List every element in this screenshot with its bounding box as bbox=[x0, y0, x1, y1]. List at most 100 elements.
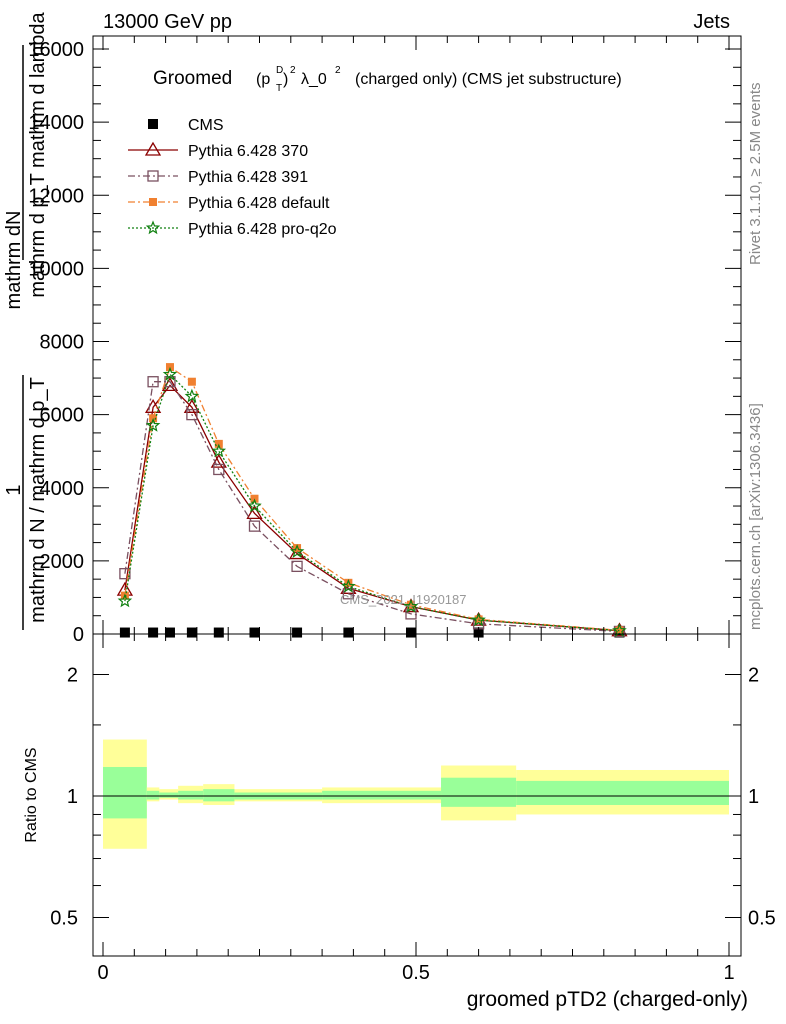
data-point bbox=[187, 377, 196, 386]
series-line bbox=[124, 366, 620, 631]
legend-label: Pythia 6.428 370 bbox=[188, 143, 308, 160]
data-point bbox=[186, 408, 198, 421]
title-prefix: Groomed bbox=[153, 68, 232, 89]
title-suffix: (charged only) (CMS jet substructure) bbox=[355, 71, 622, 88]
title-sup-d: D bbox=[276, 65, 283, 76]
main-y-axis-label: mathrm dN mathrm d p_T mathrm d lambda 1… bbox=[3, 11, 49, 630]
ratio-y-tick-label-right: 0.5 bbox=[748, 908, 776, 930]
ratio-band-inner bbox=[178, 790, 204, 800]
data-point bbox=[288, 545, 306, 560]
plot-title: Groomed (p D T ) 2 λ_0 2 (charged only) … bbox=[153, 65, 622, 94]
mcplots-label: mcplots.cern.ch [arXiv:1306.3436] bbox=[747, 403, 764, 630]
legend-entry: CMS bbox=[148, 117, 224, 134]
title-expr: (p bbox=[256, 71, 270, 88]
x-tick-label: 0 bbox=[97, 962, 108, 984]
y-tick-label: 14000 bbox=[28, 112, 84, 134]
legend-entry: Pythia 6.428 370 bbox=[128, 141, 308, 160]
legend: CMS Pythia 6.428 370 Pythia 6.428 391 Pythi… bbox=[128, 117, 337, 238]
ratio-band-inner bbox=[159, 792, 179, 798]
ratio-y-axis-label: Ratio to CMS bbox=[23, 747, 40, 842]
ratio-y-tick-label: 1 bbox=[67, 786, 78, 808]
title-close: ) bbox=[283, 71, 288, 88]
legend-entry: Pythia 6.428 391 bbox=[128, 169, 308, 186]
legend-label: CMS bbox=[188, 117, 224, 134]
data-point bbox=[248, 520, 261, 532]
data-point bbox=[147, 376, 159, 388]
data-point bbox=[213, 627, 224, 638]
x-tick-label: 0.5 bbox=[402, 962, 430, 984]
legend-entry: Pythia 6.428 default bbox=[128, 195, 330, 212]
series-cms bbox=[119, 627, 625, 638]
y-tick-label: 2000 bbox=[40, 551, 85, 573]
y-tick-label: 16000 bbox=[28, 39, 84, 61]
data-point bbox=[119, 568, 131, 580]
title-sub-t: T bbox=[276, 83, 282, 94]
legend-label: Pythia 6.428 default bbox=[188, 195, 330, 212]
title-lambda: λ_0 bbox=[301, 71, 327, 88]
data-point bbox=[343, 627, 354, 638]
ratio-y-tick-label-right: 2 bbox=[748, 665, 759, 687]
data-point bbox=[341, 578, 356, 593]
data-point bbox=[289, 544, 305, 558]
data-point bbox=[247, 498, 262, 513]
ratio-band-inner bbox=[322, 790, 442, 800]
data-point bbox=[344, 578, 353, 587]
data-point bbox=[148, 119, 158, 129]
ratio-y-tick-label: 0.5 bbox=[50, 908, 78, 930]
header-right: Jets bbox=[693, 11, 730, 33]
data-point bbox=[119, 627, 130, 638]
data-point bbox=[474, 615, 483, 624]
series-pythia-6-428-391 bbox=[119, 376, 626, 638]
title-sup-l2: 2 bbox=[335, 65, 341, 76]
ylabel-line2-num: 1 bbox=[3, 484, 25, 495]
data-point bbox=[162, 366, 178, 381]
legend-entry: Pythia 6.428 pro-q2o bbox=[128, 220, 337, 238]
data-point bbox=[293, 544, 302, 553]
x-axis-label: groomed pTD2 (charged-only) bbox=[467, 988, 748, 1011]
ratio-band-inner bbox=[103, 766, 147, 819]
ratio-plot-frame bbox=[92, 633, 742, 957]
ratio-band-inner bbox=[203, 789, 235, 802]
data-point bbox=[406, 600, 415, 609]
y-tick-label: 12000 bbox=[28, 185, 84, 207]
title-sup-2: 2 bbox=[290, 65, 296, 76]
data-point bbox=[183, 399, 201, 413]
data-point bbox=[612, 623, 627, 637]
data-point bbox=[145, 220, 161, 235]
ratio-band-inner bbox=[441, 777, 517, 807]
data-point bbox=[291, 560, 303, 573]
legend-label: Pythia 6.428 391 bbox=[188, 169, 308, 186]
y-tick-label: 10000 bbox=[28, 258, 84, 280]
series-pythia-6-428-pro-q2o bbox=[117, 366, 627, 637]
y-tick-label: 6000 bbox=[40, 405, 85, 427]
y-tick-label: 0 bbox=[73, 624, 84, 646]
data-point bbox=[117, 593, 133, 608]
data-point bbox=[184, 388, 200, 403]
data-point bbox=[149, 198, 157, 206]
legend-label: Pythia 6.428 pro-q2o bbox=[188, 221, 337, 238]
data-point bbox=[246, 505, 263, 519]
data-point bbox=[403, 598, 419, 613]
data-point bbox=[405, 627, 416, 638]
ratio-band-inner bbox=[516, 780, 729, 805]
x-tick-label: 1 bbox=[723, 962, 734, 984]
data-point bbox=[147, 170, 159, 182]
data-point bbox=[249, 627, 260, 638]
ratio-y-tick-label: 2 bbox=[67, 665, 78, 687]
data-point bbox=[615, 626, 624, 635]
ratio-band-inner bbox=[146, 790, 160, 800]
data-point bbox=[186, 627, 197, 638]
header-left: 13000 GeV pp bbox=[103, 11, 232, 33]
y-tick-label: 8000 bbox=[40, 332, 85, 354]
ylabel-line1b: mathrm d p_T mathrm d lambda bbox=[27, 11, 49, 297]
data-point bbox=[148, 627, 159, 638]
data-point bbox=[471, 612, 486, 627]
data-point bbox=[213, 463, 225, 476]
ylabel-line1: mathrm dN bbox=[3, 211, 25, 310]
data-point bbox=[145, 417, 161, 432]
data-point bbox=[164, 627, 175, 638]
ylabel-line2-den: mathrm d N / mathrm d p_T bbox=[27, 377, 49, 623]
ratio-y-tick-label-right: 1 bbox=[748, 786, 759, 808]
watermark: CMS_2021_I1920187 bbox=[340, 592, 467, 607]
